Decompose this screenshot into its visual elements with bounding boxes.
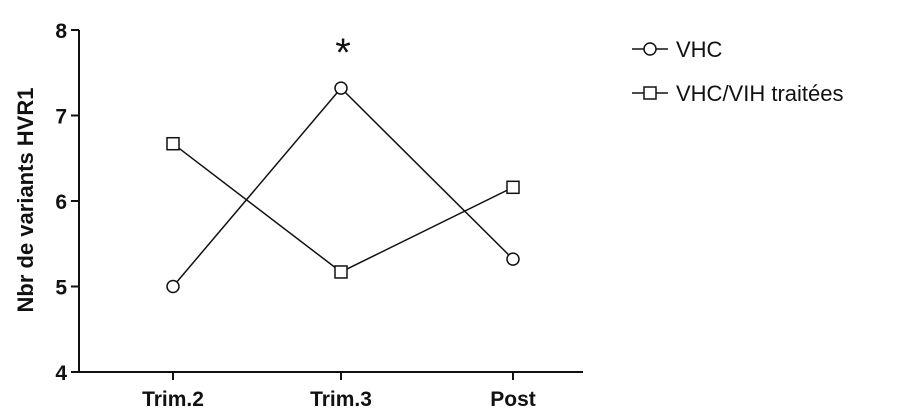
y-axis-ticks: 4 5 6 7 8: [55, 20, 79, 385]
y-tick-label: 6: [55, 191, 67, 214]
y-tick-label: 5: [55, 277, 67, 300]
legend-label: VHC/VIH traitées: [676, 81, 844, 106]
series-vhc: [166, 81, 520, 294]
legend-item: VHC: [632, 37, 723, 62]
legend-item: VHC/VIH traitées: [632, 81, 844, 106]
y-axis-title: Nbr de variants HVR1: [13, 88, 38, 313]
chart-axes: [78, 30, 583, 373]
chart-annotations: *: [335, 31, 351, 75]
square-point: [506, 180, 520, 195]
legend-circle-marker: [643, 42, 657, 56]
circle-point: [506, 252, 520, 266]
x-tick-label: Post: [490, 388, 536, 411]
series-vhc-vih: [166, 136, 520, 279]
circle-point: [166, 279, 180, 294]
significance-asterisk: *: [335, 31, 351, 75]
square-point: [334, 265, 348, 279]
circle-point: [334, 81, 348, 95]
y-tick-label: 7: [55, 106, 67, 129]
x-tick-label: Trim.3: [310, 388, 372, 411]
chart-series: [166, 81, 520, 294]
legend-square-marker: [643, 86, 657, 100]
chart-legend: VHC VHC/VIH traitées: [632, 37, 844, 106]
y-tick-label: 4: [55, 362, 67, 385]
y-tick-label: 8: [55, 20, 67, 43]
x-tick-label: Trim.2: [142, 388, 204, 411]
square-point: [166, 136, 180, 151]
x-axis-ticks: Trim.2 Trim.3 Post: [142, 372, 536, 411]
series-line: [172, 87, 514, 287]
legend-label: VHC: [676, 37, 723, 62]
